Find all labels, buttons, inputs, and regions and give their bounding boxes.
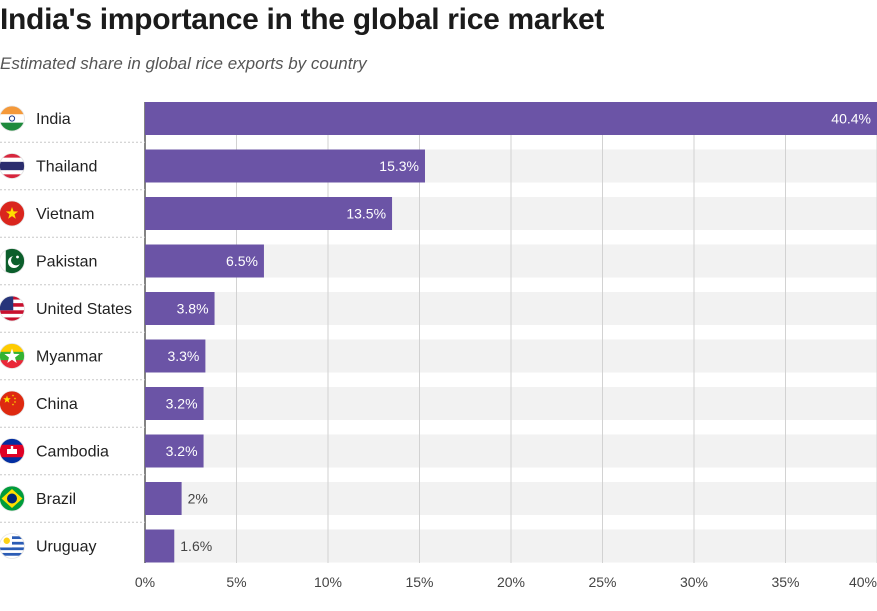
brazil-flag-icon [0, 486, 25, 511]
bar [145, 292, 215, 325]
bar-value-label: 15.3% [379, 158, 419, 174]
x-tick-label: 35% [771, 574, 799, 590]
country-label: India [36, 111, 71, 128]
bar [145, 197, 393, 230]
bar [145, 434, 204, 468]
chart-subtitle: Estimated share in global rice exports b… [0, 54, 367, 73]
country-label: Cambodia [36, 444, 109, 461]
pakistan-flag-icon [0, 248, 25, 274]
vietnam-flag-icon [0, 201, 25, 226]
country-label: Vietnam [36, 206, 94, 223]
bar [145, 529, 175, 563]
country-label: Myanmar [36, 349, 103, 366]
bar-value-label: 6.5% [226, 253, 258, 269]
bar-value-label: 3.3% [167, 348, 199, 364]
bar [145, 102, 877, 135]
bar [145, 244, 264, 278]
thailand-flag-icon [0, 153, 25, 179]
bar [145, 339, 206, 373]
china-flag-icon [0, 391, 25, 416]
bar-value-label: 3.8% [177, 301, 209, 317]
bar-value-label: 3.2% [166, 443, 198, 459]
bar-value-label: 3.2% [166, 396, 198, 412]
x-tick-label: 20% [497, 574, 525, 590]
x-tick-label: 25% [588, 574, 616, 590]
bar-value-label: 2% [188, 491, 208, 507]
x-tick-label: 5% [226, 574, 246, 590]
cambodia-flag-icon [0, 438, 25, 464]
india-flag-icon [0, 106, 25, 131]
x-tick-label: 10% [314, 574, 342, 590]
bar-value-label: 13.5% [346, 206, 386, 222]
country-label: Uruguay [36, 539, 96, 556]
chart-title: India's importance in the global rice ma… [0, 3, 605, 36]
myanmar-flag-icon [0, 343, 25, 369]
bar-value-label: 40.4% [831, 111, 871, 127]
uruguay-flag-icon [0, 533, 25, 559]
bar [145, 149, 425, 183]
x-tick-label: 30% [680, 574, 708, 590]
bar-value-label: 1.6% [180, 538, 212, 554]
x-tick-label: 40% [849, 574, 877, 590]
country-label: Pakistan [36, 254, 97, 271]
x-tick-label: 0% [135, 574, 155, 590]
bar [145, 482, 182, 515]
x-tick-label: 15% [405, 574, 433, 590]
country-label: China [36, 396, 78, 413]
country-label: Brazil [36, 491, 76, 508]
country-label: Thailand [36, 159, 97, 176]
bar [145, 387, 204, 420]
country-label: United States [36, 301, 132, 318]
